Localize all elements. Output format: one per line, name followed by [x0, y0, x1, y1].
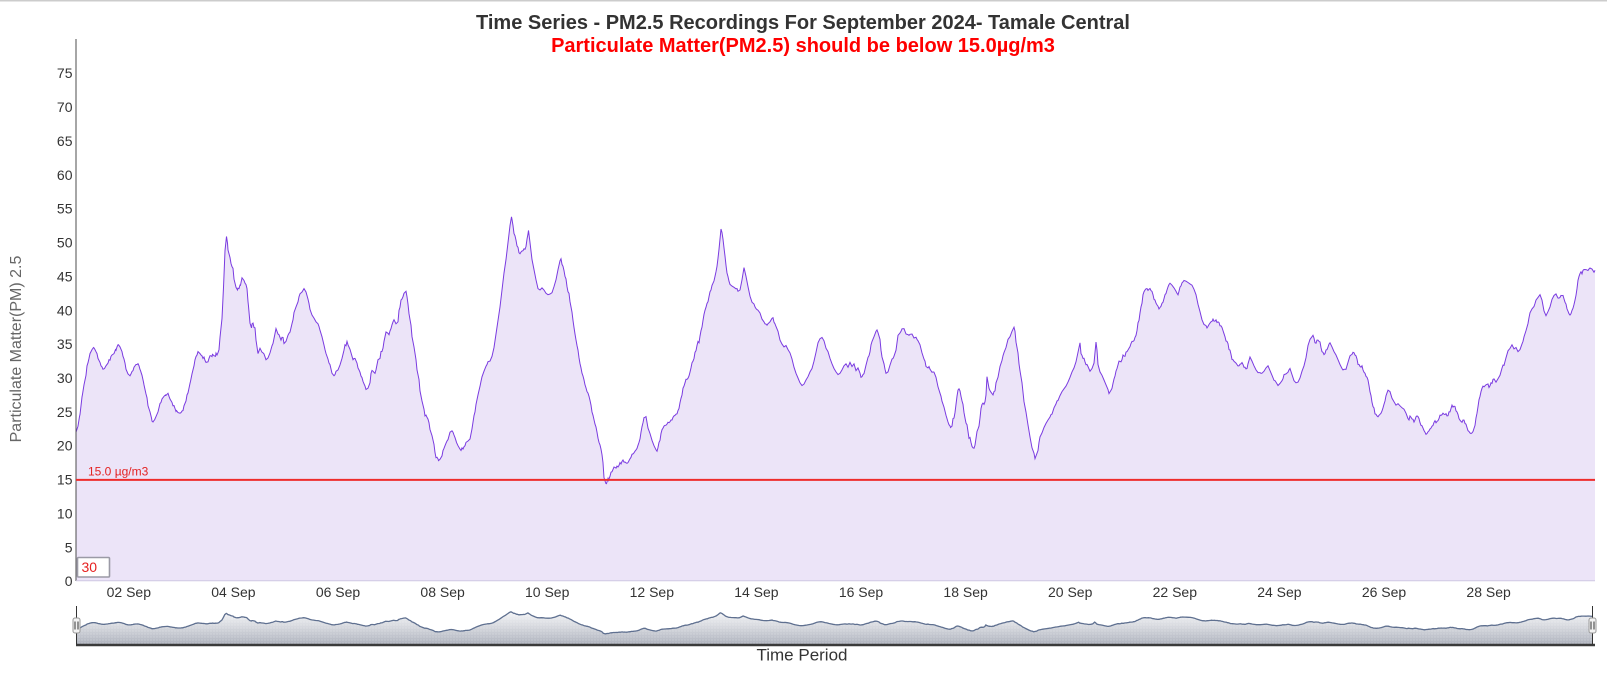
svg-text:28 Sep: 28 Sep [1466, 584, 1511, 600]
svg-text:22 Sep: 22 Sep [1153, 584, 1198, 600]
svg-text:40: 40 [57, 302, 73, 318]
svg-text:45: 45 [57, 268, 73, 284]
svg-text:14 Sep: 14 Sep [734, 584, 779, 600]
svg-text:75: 75 [57, 65, 73, 81]
svg-text:24 Sep: 24 Sep [1257, 584, 1302, 600]
svg-text:30: 30 [82, 559, 98, 575]
svg-text:35: 35 [57, 336, 73, 352]
svg-text:02 Sep: 02 Sep [107, 584, 152, 600]
svg-text:25: 25 [57, 404, 73, 420]
svg-text:Time Period: Time Period [756, 646, 847, 665]
svg-text:06 Sep: 06 Sep [316, 584, 361, 600]
svg-text:55: 55 [57, 201, 73, 217]
svg-text:15.0 µg/m3: 15.0 µg/m3 [88, 465, 149, 479]
svg-text:Particulate Matter(PM2.5) shou: Particulate Matter(PM2.5) should be belo… [551, 35, 1055, 57]
svg-text:16 Sep: 16 Sep [839, 584, 884, 600]
svg-text:12 Sep: 12 Sep [630, 584, 675, 600]
svg-text:50: 50 [57, 235, 73, 251]
svg-text:65: 65 [57, 133, 73, 149]
svg-text:5: 5 [65, 539, 73, 555]
svg-text:10: 10 [57, 506, 73, 522]
svg-text:08 Sep: 08 Sep [420, 584, 465, 600]
svg-text:26 Sep: 26 Sep [1362, 584, 1407, 600]
svg-text:Particulate Matter(PM) 2.5: Particulate Matter(PM) 2.5 [8, 256, 25, 443]
svg-text:70: 70 [57, 99, 73, 115]
svg-text:30: 30 [57, 370, 73, 386]
svg-text:20 Sep: 20 Sep [1048, 584, 1093, 600]
svg-text:18 Sep: 18 Sep [943, 584, 988, 600]
svg-text:04 Sep: 04 Sep [211, 584, 256, 600]
svg-text:10 Sep: 10 Sep [525, 584, 570, 600]
svg-text:60: 60 [57, 167, 73, 183]
svg-text:Time Series - PM2.5 Recordings: Time Series - PM2.5 Recordings For Septe… [476, 12, 1130, 34]
svg-text:20: 20 [57, 438, 73, 454]
svg-text:0: 0 [65, 573, 73, 589]
svg-text:15: 15 [57, 472, 73, 488]
